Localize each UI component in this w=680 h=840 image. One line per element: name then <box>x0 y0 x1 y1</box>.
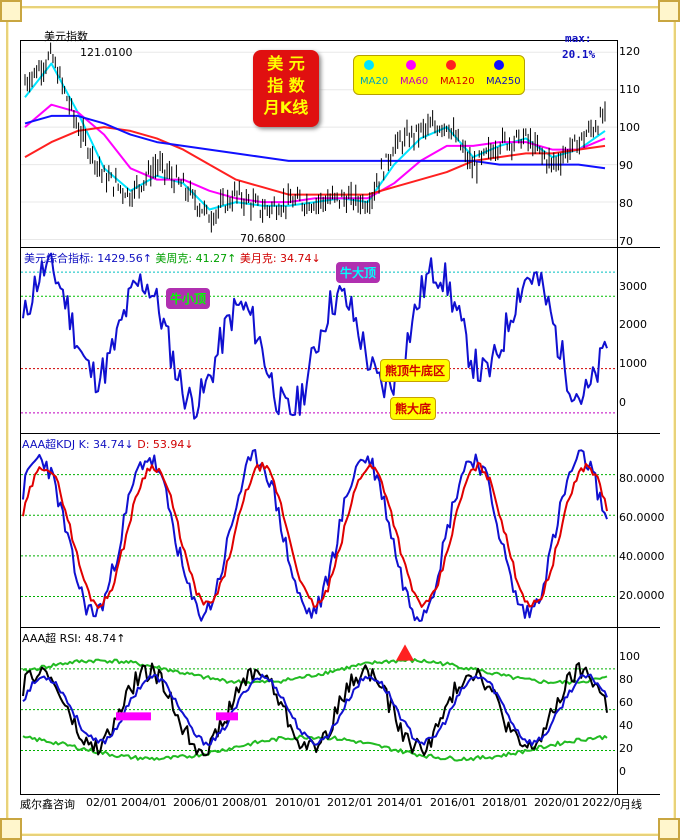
price-axis <box>617 40 660 246</box>
kdj-tick-80: 80.0000 <box>619 472 665 485</box>
kdj-header: AAA超KDJ K: 34.74↓ D: 53.94↓ <box>22 436 194 452</box>
rsi-header: AAA超 RSI: 48.74↑ <box>22 632 126 645</box>
composite-axis <box>617 247 660 433</box>
price-tick-120: 120 <box>619 45 640 58</box>
max-pct: 20.1% <box>562 48 596 61</box>
ma-line-ma20 <box>24 62 606 211</box>
rsi-tick-80: 80 <box>619 673 633 686</box>
badge-bull-small-top: 牛小顶 <box>166 288 211 309</box>
source-label: 威尔鑫咨询 <box>20 798 75 811</box>
x-label-9: 2020/01 <box>534 796 580 809</box>
composite-header-3: 美月克: 34.74↓ <box>239 252 321 265</box>
legend-dot-ma20 <box>364 60 374 73</box>
composite-tick-2000: 2000 <box>619 318 647 331</box>
rsi-line <box>22 662 608 757</box>
frame-corner-tr <box>658 0 680 22</box>
legend-label-ma120: MA120 <box>440 76 475 87</box>
rsi-peak-marker <box>396 644 414 661</box>
x-label-5: 2012/01 <box>327 796 373 809</box>
x-label-8: 2018/01 <box>482 796 528 809</box>
price-panel <box>20 40 618 248</box>
x-label-4: 2010/01 <box>275 796 321 809</box>
rsi-tick-60: 60 <box>619 696 633 709</box>
x-label-6: 2014/01 <box>377 796 423 809</box>
kdj-axis <box>617 433 660 627</box>
frame-corner-tl <box>0 0 22 22</box>
kdj-tick-20: 20.0000 <box>619 589 665 602</box>
composite-line <box>22 252 608 420</box>
rsi-panel <box>20 627 618 795</box>
x-label-10: 2022/0 <box>582 796 621 809</box>
kdj-header-d: D: 53.94↓ <box>137 438 194 451</box>
rsi-upper-band <box>22 658 608 685</box>
badge-bear-top-bull-bottom: 熊顶牛底区 <box>380 359 451 382</box>
price-title: 美元指数 <box>44 30 88 43</box>
legend-label-ma60: MA60 <box>400 76 429 87</box>
price-tick-100: 100 <box>619 121 640 134</box>
x-label-3: 2008/01 <box>222 796 268 809</box>
legend-label-ma20: MA20 <box>360 76 389 87</box>
x-axis-bar <box>20 794 660 811</box>
ma-line-ma250 <box>24 114 606 170</box>
frame-corner-bl <box>0 818 22 840</box>
price-tick-80: 80 <box>619 197 633 210</box>
x-label-2: 2006/01 <box>173 796 219 809</box>
chart-title-line-3: 月K线 <box>263 98 309 117</box>
ma-line-ma60 <box>24 103 606 204</box>
legend-dot-ma60 <box>406 60 416 73</box>
kdj-tick-60: 60.0000 <box>619 511 665 524</box>
rsi-tick-40: 40 <box>619 719 633 732</box>
badge-bear-big-bottom: 熊大底 <box>390 397 437 420</box>
ma-legend: MA20 MA60 MA120 MA250 <box>353 55 525 95</box>
kdj-chart-svg <box>21 449 617 622</box>
period-label: 月线 <box>620 798 642 811</box>
composite-chart-svg <box>21 252 617 420</box>
composite-header-1: 美元综合指标: 1429.56↑ <box>24 252 152 265</box>
rsi-chart-svg <box>21 644 617 762</box>
kdj-tick-40: 40.0000 <box>619 550 665 563</box>
rsi-signal-line <box>22 673 608 747</box>
ma-line-ma120 <box>24 126 606 196</box>
composite-header-2: 美周克: 41.27↑ <box>155 252 237 265</box>
legend-label-ma250: MA250 <box>486 76 521 87</box>
composite-tick-1000: 1000 <box>619 357 647 370</box>
kdj-panel <box>20 433 618 628</box>
price-tick-90: 90 <box>619 159 633 172</box>
composite-header: 美元综合指标: 1429.56↑ 美周克: 41.27↑ 美月克: 34.74↓ <box>24 250 321 266</box>
rsi-tick-0: 0 <box>619 765 626 778</box>
rsi-lower-band <box>22 734 608 762</box>
rsi-tick-20: 20 <box>619 742 633 755</box>
kdj-k-line <box>22 449 608 622</box>
rsi-tick-100: 100 <box>619 650 640 663</box>
chart-title-box: 美 元 指 数 月K线 <box>253 50 319 127</box>
price-min-label: 70.6800 <box>240 232 286 245</box>
price-max-label: 121.0100 <box>80 46 133 59</box>
price-chart-svg <box>21 42 617 241</box>
price-tick-70: 70 <box>619 235 633 248</box>
rsi-highlight-1 <box>116 712 151 721</box>
badge-bull-top: 牛大顶 <box>336 262 381 283</box>
kdj-header-k: AAA超KDJ K: 34.74↓ <box>22 438 134 451</box>
kdj-d-line <box>22 461 608 609</box>
legend-dot-ma250 <box>494 60 504 73</box>
composite-tick-3000: 3000 <box>619 280 647 293</box>
frame-corner-br <box>658 818 680 840</box>
composite-tick-0: 0 <box>619 396 626 409</box>
composite-panel <box>20 247 618 434</box>
max-tag: max: <box>565 32 592 45</box>
x-label-7: 2016/01 <box>430 796 476 809</box>
legend-dot-ma120 <box>446 60 456 73</box>
chart-title-line-2: 指 数 <box>267 76 305 95</box>
chart-title-line-1: 美 元 <box>267 54 305 73</box>
rsi-highlight-2 <box>216 712 238 721</box>
rsi-axis <box>617 627 660 794</box>
price-tick-110: 110 <box>619 83 640 96</box>
x-label-0: 02/01 <box>86 796 118 809</box>
x-label-1: 2004/01 <box>121 796 167 809</box>
